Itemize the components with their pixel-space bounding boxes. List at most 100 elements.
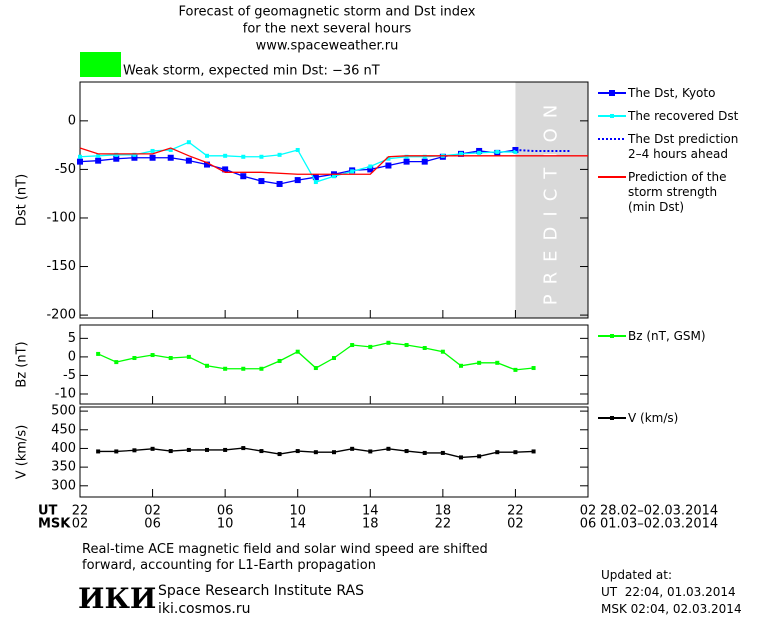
data-point	[96, 351, 101, 356]
data-point	[77, 158, 83, 165]
data-point	[332, 450, 336, 455]
data-point	[368, 449, 373, 454]
y-tick-label: -200	[46, 308, 76, 323]
legend-entry: Bz (nT, GSM)	[628, 329, 706, 343]
data-point	[241, 154, 246, 159]
data-point	[313, 450, 318, 455]
data-point	[422, 345, 427, 350]
data-point	[403, 158, 410, 165]
data-point	[259, 154, 264, 159]
x-tick-label: 02	[72, 517, 89, 532]
plot-frame	[79, 406, 589, 498]
data-point	[205, 363, 209, 368]
data-point	[258, 178, 265, 185]
data-point	[96, 153, 101, 158]
data-point	[295, 449, 300, 454]
data-point	[368, 344, 373, 349]
data-point	[132, 356, 137, 361]
data-point	[386, 340, 391, 345]
y-tick-label: -150	[46, 259, 76, 274]
data-point	[113, 155, 120, 162]
series-line	[79, 147, 588, 175]
y-tick-label: 5	[68, 331, 76, 346]
data-point	[222, 166, 229, 173]
data-point	[459, 455, 463, 460]
x-tick-label: 10	[217, 517, 234, 532]
title: for the next several hours	[243, 22, 412, 37]
y-tick-label: -10	[55, 386, 76, 401]
data-point	[440, 349, 445, 354]
x-tick-label: 18	[362, 517, 379, 532]
x-tick-label: 06	[217, 504, 234, 519]
data-point	[386, 446, 391, 451]
data-point	[386, 156, 391, 161]
data-point	[168, 356, 173, 361]
data-point	[277, 452, 282, 457]
data-point	[205, 153, 209, 158]
status-text: Weak storm, expected min Dst: −36 nT	[123, 64, 380, 79]
data-point	[477, 454, 482, 459]
data-point	[168, 449, 173, 454]
x-tick-label: 14	[289, 517, 306, 532]
x-tick-label: 02	[507, 517, 524, 532]
updated: UT 22:04, 01.03.2014	[601, 585, 736, 599]
data-point	[167, 154, 174, 161]
data-point	[186, 140, 191, 145]
y-tick-label: 0	[68, 349, 76, 364]
data-point	[223, 447, 228, 452]
institute-url: iki.cosmos.ru	[158, 601, 251, 617]
data-point	[385, 162, 392, 169]
legend-marker	[610, 114, 614, 118]
logo: ИКИ	[78, 582, 157, 615]
data-point	[313, 366, 318, 371]
data-point	[259, 366, 264, 371]
data-point	[114, 152, 119, 157]
x-tick-label: 18	[435, 504, 452, 519]
data-point	[495, 450, 500, 455]
data-point	[114, 360, 119, 365]
plot-frame	[79, 324, 589, 405]
x-tick-label: 02	[580, 504, 597, 519]
data-point	[150, 353, 155, 358]
data-point	[313, 180, 318, 185]
data-point	[150, 446, 155, 451]
data-point	[277, 152, 282, 157]
data-point	[223, 153, 228, 158]
legend-entry: The Dst, Kyoto	[628, 86, 716, 100]
data-point	[404, 343, 409, 348]
x-tick-label: 14	[362, 504, 379, 519]
updated: MSK 02:04, 02.03.2014	[601, 602, 742, 616]
data-point	[241, 366, 246, 371]
data-point	[367, 166, 374, 173]
data-point	[422, 154, 427, 159]
note: forward, accounting for L1-Earth propaga…	[82, 558, 376, 573]
updated: Updated at:	[601, 568, 672, 582]
x-tick-label: 02	[144, 504, 161, 519]
data-point	[312, 174, 319, 181]
data-point	[223, 366, 228, 371]
data-point	[495, 149, 500, 154]
data-point	[259, 449, 264, 454]
data-point	[149, 154, 156, 161]
x-tick-label: 06	[144, 517, 161, 532]
data-point	[150, 148, 155, 153]
data-point	[78, 154, 82, 159]
legend-entry: Prediction of the storm strength (min Ds…	[628, 170, 727, 214]
y-tick-label: -50	[55, 162, 76, 177]
data-point	[368, 164, 373, 169]
data-point	[531, 449, 536, 454]
data-point	[114, 449, 119, 454]
data-point	[421, 158, 428, 165]
data-point	[350, 169, 355, 174]
y-tick-label: -100	[46, 210, 76, 225]
data-point	[477, 150, 482, 155]
time-axis-range: 28.02–02.03.2014	[600, 504, 718, 519]
data-point	[404, 449, 409, 454]
data-point	[277, 358, 282, 363]
data-point	[495, 360, 500, 365]
data-point	[294, 177, 301, 184]
legend-entry: The Dst prediction 2–4 hours ahead	[628, 132, 739, 161]
data-point	[185, 157, 192, 164]
